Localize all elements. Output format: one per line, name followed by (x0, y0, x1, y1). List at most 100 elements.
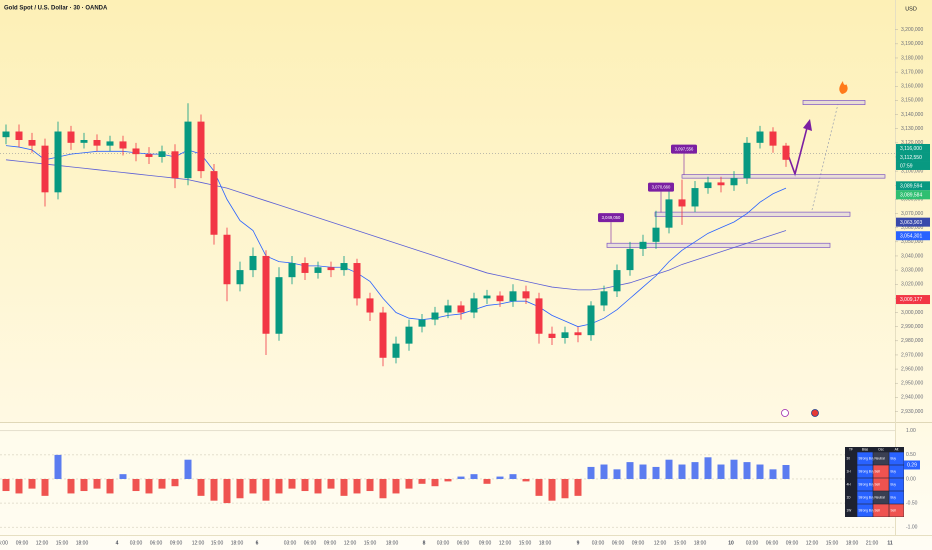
candle-body (717, 182, 725, 186)
table-cell (845, 452, 857, 465)
osc-bar (613, 469, 621, 479)
zone (802, 100, 866, 105)
y-tick-label: 3,020,000 (901, 282, 923, 288)
candle-body (509, 291, 517, 302)
candle-body (496, 295, 504, 302)
x-tick-label: 12:00 (654, 540, 667, 546)
osc-tick-label: 1.00 (906, 428, 916, 434)
price-badge-label: 3,054,301 (900, 233, 922, 239)
osc-bar (652, 466, 660, 479)
osc-bar (704, 457, 712, 479)
candle-body (392, 343, 400, 358)
osc-bar (769, 469, 777, 479)
table-cell (857, 504, 873, 517)
event-icon (811, 409, 819, 417)
osc-bar (262, 478, 270, 501)
osc-badge (904, 460, 920, 470)
x-tick-label: 09:00 (632, 540, 645, 546)
table-header: Alt (895, 447, 899, 451)
osc-bar (405, 478, 413, 489)
osc-bar (379, 478, 387, 499)
osc-bar (93, 478, 101, 489)
candle-body (574, 332, 582, 336)
candle-body (158, 151, 166, 157)
table-cell-text: 1D (847, 495, 852, 499)
table-cell (857, 452, 873, 465)
osc-bar (496, 476, 504, 479)
osc-bar (340, 478, 348, 496)
osc-bar (639, 464, 647, 479)
table-cell-text: Strong Buy (859, 482, 875, 486)
x-tick-label: 06:00 (766, 540, 779, 546)
table-cell-text: Sell (875, 508, 881, 512)
osc-bar (301, 478, 309, 492)
osc-tick-label: 0.50 (906, 452, 916, 458)
candle-body (743, 142, 751, 179)
candle-body (678, 199, 686, 207)
x-tick-label: 18:00 (231, 540, 244, 546)
candle-body (353, 263, 361, 299)
zone (654, 211, 851, 217)
x-tick-label: 06:00 (150, 540, 163, 546)
x-tick-label: 12:00 (499, 540, 512, 546)
y-tick-label: 3,060,000 (901, 225, 923, 231)
countdown: 07:59 (900, 164, 913, 170)
y-tick-label: 3,080,000 (901, 197, 923, 203)
osc-bar (730, 459, 738, 479)
candle-body (587, 305, 595, 336)
table-header: Bias (862, 447, 869, 451)
osc-bar (353, 478, 361, 494)
table-cell (889, 491, 904, 504)
price-badge-label: 3,009,177 (900, 297, 922, 303)
candle-body (600, 291, 608, 306)
projection-arrow (786, 123, 809, 177)
osc-bar (67, 478, 75, 494)
candle-body (145, 154, 153, 157)
osc-bar (392, 478, 400, 494)
candle-body (197, 121, 205, 172)
x-tick-label: 03:00 (746, 540, 759, 546)
table-cell (873, 452, 889, 465)
x-tick-label: 09:00 (324, 540, 337, 546)
candle-body (223, 234, 231, 285)
table-cell (873, 478, 889, 491)
price-badge (896, 190, 930, 200)
osc-bar (483, 478, 491, 484)
candle-body (366, 298, 374, 313)
osc-bar (210, 478, 218, 501)
osc-bar (418, 478, 426, 484)
table-cell-text: Neutral (875, 456, 886, 460)
table-cell (873, 465, 889, 478)
candle-body (2, 131, 10, 138)
table-cell (845, 465, 857, 478)
candle-body (15, 131, 23, 140)
osc-bar (197, 478, 205, 496)
osc-bar (431, 478, 439, 487)
osc-bar (717, 464, 725, 479)
x-tick-label: 18:00 (386, 540, 399, 546)
candle-body (249, 255, 257, 271)
table-cell-text: Buy (891, 482, 897, 486)
marker-box (648, 182, 674, 192)
candle-body (613, 270, 621, 292)
y-tick-label: 3,200,000 (901, 27, 923, 33)
marker-label: 3,097,556 (675, 146, 694, 151)
candle-body (28, 140, 36, 146)
table-cell-text: Strong Buy (859, 508, 875, 512)
candle-body (691, 188, 699, 207)
x-tick-label: 09:00 (786, 540, 799, 546)
osc-bar (41, 478, 49, 496)
osc-bar (587, 466, 595, 479)
y-tick-label: 3,100,000 (901, 168, 923, 174)
osc-bar (366, 478, 374, 492)
osc-bar (28, 478, 36, 489)
osc-bar (327, 478, 335, 489)
osc-bar (756, 464, 764, 479)
osc-bar (444, 478, 452, 482)
table-cell-text: 1H (847, 469, 852, 473)
fire-icon (839, 81, 848, 94)
candle-body (301, 263, 309, 273)
candle-body (41, 145, 49, 193)
candle-body (730, 178, 738, 186)
